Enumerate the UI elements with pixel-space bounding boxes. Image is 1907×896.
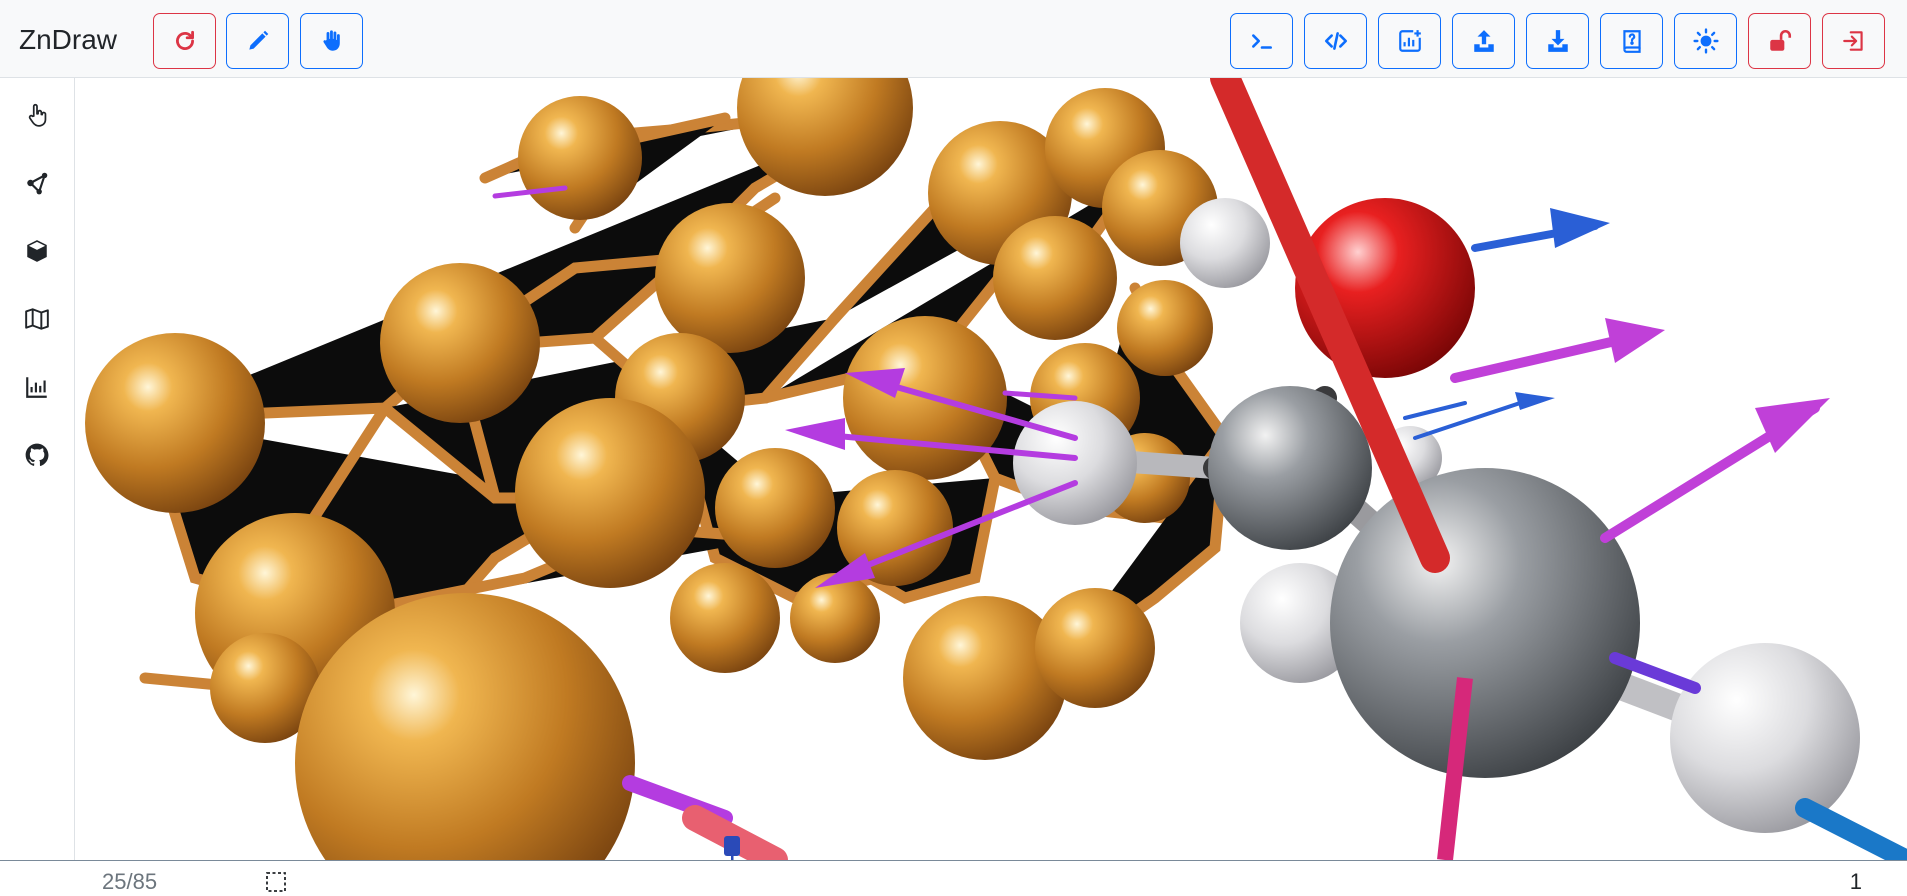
sidebar-item-interaction[interactable] bbox=[18, 164, 56, 202]
console-button[interactable] bbox=[1230, 13, 1293, 69]
molecule-render bbox=[85, 78, 1907, 860]
unlock-icon bbox=[1769, 29, 1791, 51]
upload-button[interactable] bbox=[1452, 13, 1515, 69]
terminal-icon bbox=[1251, 34, 1272, 49]
sidebar-item-github[interactable] bbox=[18, 436, 56, 474]
app-title[interactable]: ZnDraw bbox=[19, 24, 118, 55]
pencil-icon bbox=[248, 30, 268, 50]
cube-icon bbox=[27, 240, 47, 262]
navbar: ZnDraw bbox=[0, 0, 1907, 78]
interaction-mode-button[interactable] bbox=[300, 13, 363, 69]
refresh-button[interactable] bbox=[153, 13, 216, 69]
drawing-mode-button[interactable] bbox=[226, 13, 289, 69]
lock-button[interactable] bbox=[1748, 13, 1811, 69]
sun-icon bbox=[1692, 28, 1719, 54]
sidebar-item-analysis[interactable] bbox=[18, 368, 56, 406]
exit-icon bbox=[1842, 31, 1863, 51]
nodes-icon bbox=[27, 172, 48, 195]
add-plot-button[interactable] bbox=[1378, 13, 1441, 69]
sidebar-item-selection[interactable] bbox=[18, 96, 56, 134]
code-button[interactable] bbox=[1304, 13, 1367, 69]
sidebar-item-scene[interactable] bbox=[18, 232, 56, 270]
github-icon bbox=[25, 443, 49, 466]
add-plot-icon bbox=[1398, 30, 1421, 52]
download-button[interactable] bbox=[1526, 13, 1589, 69]
bar-chart-icon bbox=[26, 377, 47, 398]
3d-viewport[interactable] bbox=[75, 78, 1907, 860]
map-icon bbox=[25, 308, 49, 330]
step-value: 1 bbox=[1849, 869, 1862, 894]
hand-icon bbox=[322, 30, 340, 51]
box-select-icon[interactable] bbox=[265, 871, 287, 893]
sidebar-item-geometry[interactable] bbox=[18, 300, 56, 338]
upload-icon bbox=[1473, 30, 1494, 52]
logout-button[interactable] bbox=[1822, 13, 1885, 69]
sidebar bbox=[0, 78, 75, 860]
frame-counter[interactable]: 25/85 bbox=[102, 869, 158, 894]
help-book-icon bbox=[1622, 30, 1641, 53]
refresh-icon bbox=[175, 30, 194, 50]
help-button[interactable] bbox=[1600, 13, 1663, 69]
code-icon bbox=[1324, 32, 1347, 50]
pointer-hand-icon bbox=[28, 103, 47, 127]
theme-button[interactable] bbox=[1674, 13, 1737, 69]
player-bar: 25/85 1 bbox=[0, 860, 1907, 896]
download-icon bbox=[1547, 30, 1568, 52]
